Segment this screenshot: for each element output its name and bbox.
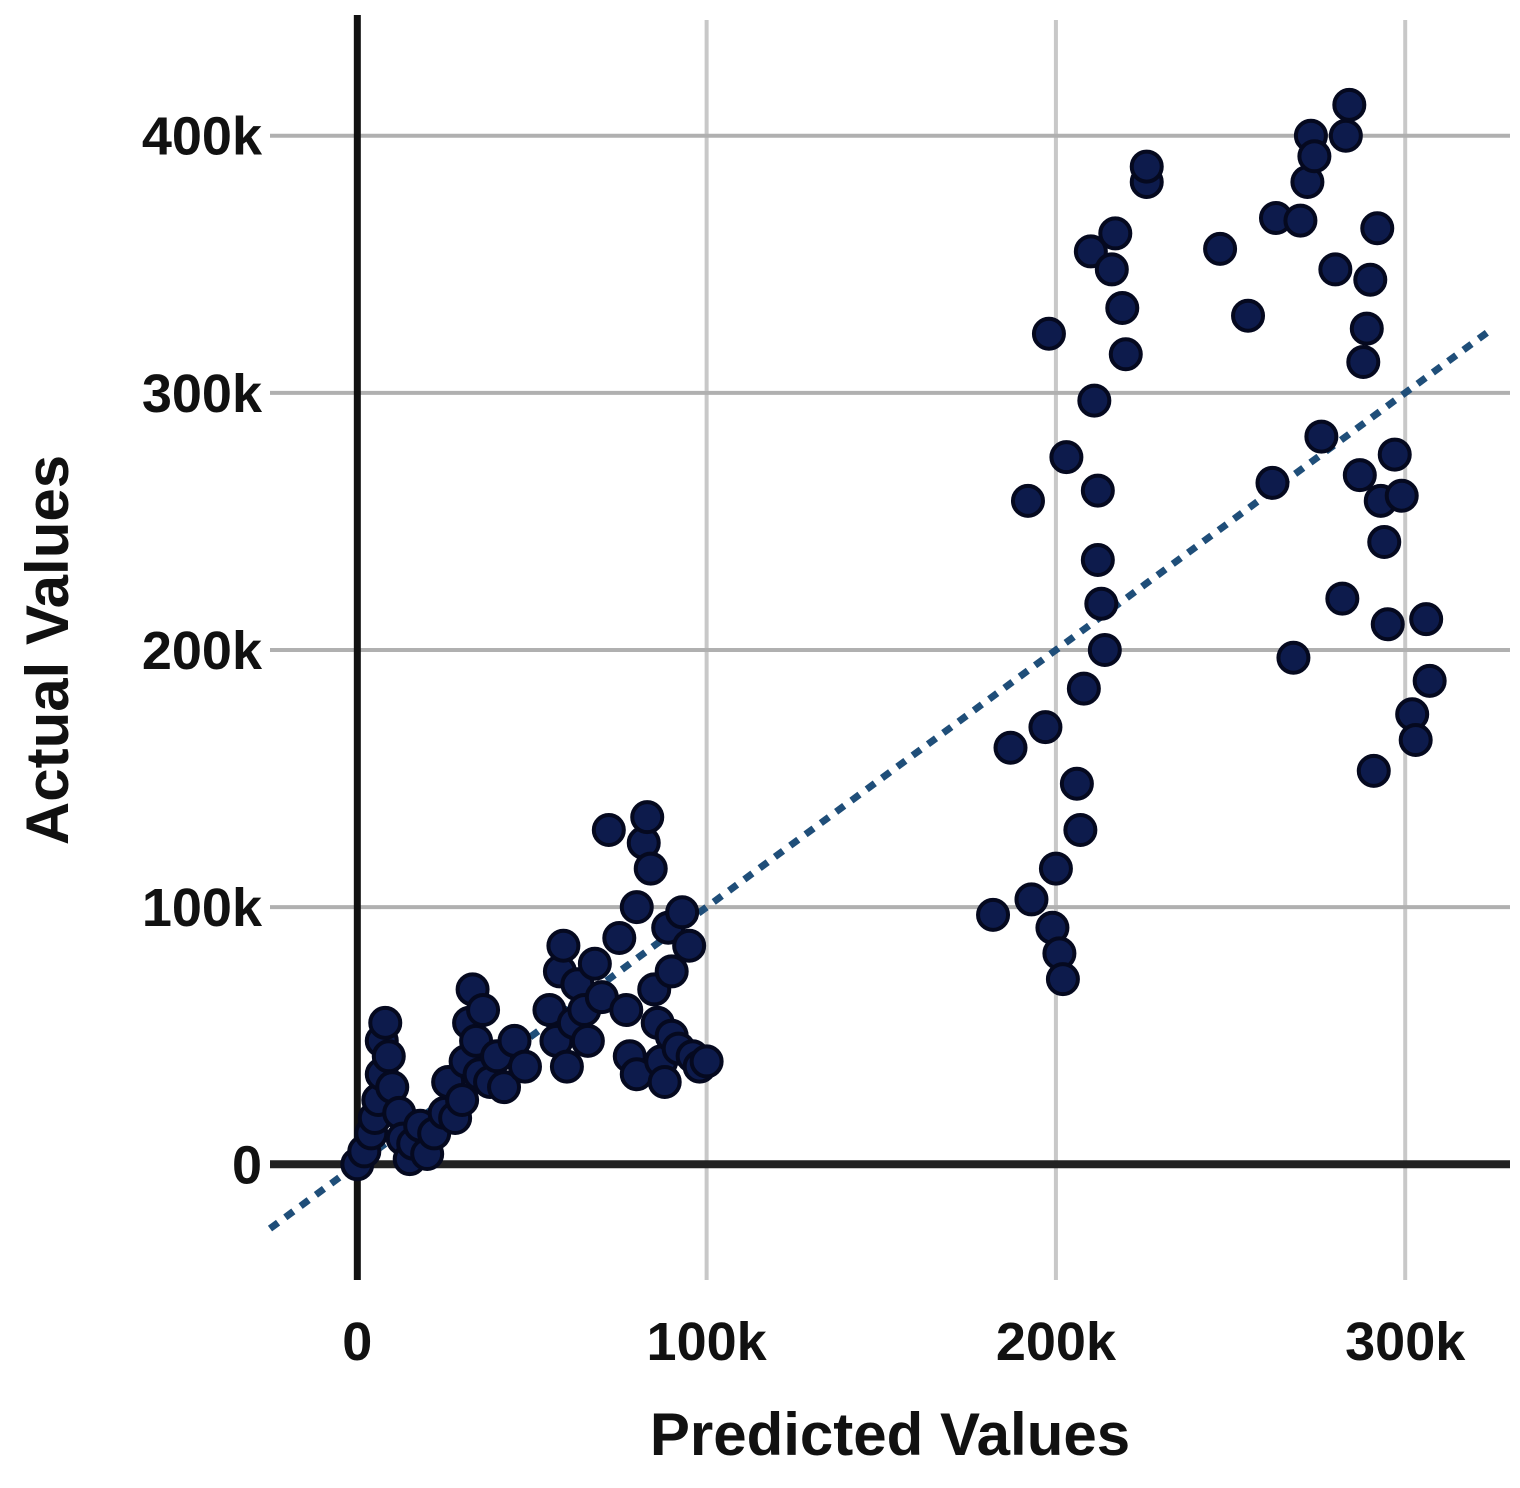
y-tick-label: 300k [142,364,263,424]
scatter-point [619,890,654,925]
y-axis-title: Actual Values [14,455,81,845]
scatter-point [609,993,644,1027]
scatter-point [546,928,581,963]
scatter-point [1038,851,1073,886]
scatter-point [487,1070,522,1105]
scatter-point [1384,478,1419,513]
scatter-point [1129,149,1164,184]
scatter-point [1077,383,1112,418]
x-tick-label: 300k [1345,1312,1466,1372]
y-tick-label: 400k [142,107,263,167]
scatter-point [1325,581,1360,616]
scatter-point [1332,87,1367,122]
scatter-point [1360,211,1395,246]
scatter-point [1028,710,1063,745]
scatter-point [445,1083,480,1117]
scatter-point [1084,586,1119,621]
scatter-point [1370,607,1405,642]
scatter-point [371,1039,406,1074]
scatter-point [1059,766,1094,801]
scatter-point [1087,633,1122,667]
scatter-point [466,993,501,1027]
scatter-point [1412,663,1447,698]
x-axis-title: Predicted Values [650,1401,1130,1468]
y-tick-label: 200k [142,621,263,681]
scatter-point [1031,316,1066,351]
scatter-point [630,800,665,835]
scatter-point [689,1044,724,1079]
scatter-point [633,851,668,886]
scatter-point [1283,203,1318,238]
scatter-point [1073,234,1108,269]
scatter-point [672,928,707,963]
scatter-point [1304,419,1339,454]
scatter-point [591,813,626,847]
scatter-point [577,946,612,981]
grid-lines [270,20,1510,1280]
scatter-point [993,730,1028,765]
scatter-point [1318,252,1353,287]
y-tick-label: 100k [142,878,263,938]
scatter-point [1049,440,1084,475]
x-tick-label: 100k [647,1312,768,1372]
scatter-point [976,897,1011,932]
scatter-point [1063,813,1098,847]
tick-labels: 0 100k 200k 300k 0 100k 200k 300k 400k [142,107,1466,1372]
scatter-point [1231,298,1266,333]
scatter-point [1346,345,1381,379]
data-points [340,87,1447,1182]
scatter-point [1045,962,1080,997]
scatter-point [1080,473,1115,508]
scatter-point [1409,602,1444,637]
scatter-point [1255,465,1290,500]
scatter-point [1349,311,1384,346]
scatter-point [1105,291,1140,325]
scatter-point [654,954,689,989]
scatter-point [1297,139,1332,174]
scatter-point [1014,882,1049,917]
scatter-point [570,1023,605,1058]
scatter-point [647,1065,682,1099]
scatter-point [1203,231,1238,266]
scatter-point [1080,543,1115,577]
scatter-point [1098,216,1133,251]
scatter-point [1356,753,1391,788]
scatter-point [368,1005,403,1040]
scatter-point [1328,118,1363,153]
scatter-point [1377,437,1412,472]
x-tick-label: 200k [996,1312,1117,1372]
scatter-point [1108,337,1143,372]
scatter-point [507,1049,542,1084]
scatter-point [1010,483,1045,518]
axes [270,15,1510,1280]
x-tick-label: 0 [342,1312,372,1372]
scatter-point [1342,458,1377,493]
scatter-point [1353,262,1388,297]
y-tick-label: 0 [232,1135,262,1195]
scatter-point [1276,640,1311,675]
scatter-point [665,895,700,930]
scatter-point [602,921,637,955]
scatter-point [1398,723,1433,757]
scatter-point [1367,525,1402,559]
scatter-point [549,1049,584,1084]
scatter-point [1066,671,1101,706]
scatter-point [1094,252,1129,287]
